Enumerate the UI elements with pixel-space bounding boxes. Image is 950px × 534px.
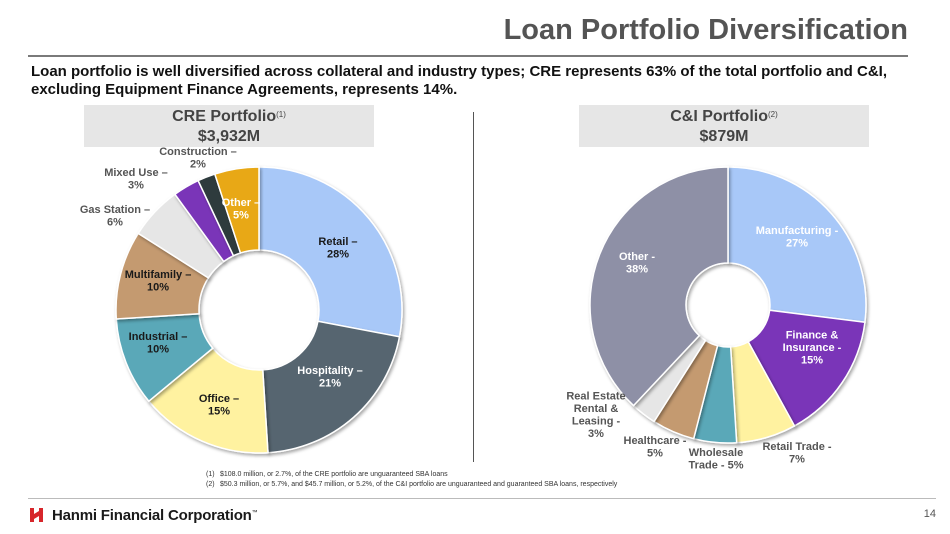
page-number: 14 [923, 508, 936, 520]
ci-panel-header: C&I Portfolio(2) $879M [579, 105, 869, 147]
ci-panel-amount: $879M [699, 128, 749, 145]
cre-panel-header: CRE Portfolio(1) $3,932M [84, 105, 374, 147]
cre-slice-other [213, 166, 260, 254]
footnote-1: (1) $108.0 million, or 2.7%, of the CRE p… [206, 471, 448, 478]
cre-panel-title: CRE Portfolio [172, 108, 277, 125]
hanmi-logo-icon [30, 508, 43, 522]
panel-divider [473, 112, 474, 462]
cre-label-office: Office –15% [199, 393, 239, 418]
footnote-2: (2) $50.3 million, or 5.7%, and $45.7 mil… [206, 481, 618, 488]
ci-slice-other [589, 166, 729, 407]
company-name: Hanmi Financial Corporation [52, 506, 252, 524]
ci-label-finance-insurance: Finance & Insurance -15% [783, 330, 842, 367]
cre-donut [115, 166, 403, 454]
title-rule [28, 55, 908, 57]
cre-label-gas-station: Gas Station –6% [80, 204, 150, 229]
ci-label-other: Other -38% [619, 251, 655, 276]
footnotes: (1) $108.0 million, or 2.7%, of the CRE p… [206, 470, 617, 490]
cre-panel-note: (1) [276, 110, 286, 119]
ci-label-manufacturing: Manufacturing -27% [756, 225, 839, 250]
cre-label-mixed-use: Mixed Use –3% [104, 167, 168, 192]
ci-donut [589, 166, 867, 444]
ci-label-real-estate-rental-leasing: Real Estate Rental & Leasing -3% [566, 390, 625, 440]
ci-label-retail-trade: Retail Trade -7% [762, 441, 831, 466]
ci-slice-finance-insurance [747, 309, 866, 427]
cre-label-other: Other –5% [222, 197, 261, 222]
ci-label-healthcare: Healthcare -5% [624, 435, 687, 460]
cre-panel-amount: $3,932M [197, 128, 261, 145]
cre-label-retail: Retail –28% [318, 236, 357, 261]
ci-label-wholesale-trade: Wholesale Trade - 5% [688, 447, 743, 472]
company-logo: Hanmi Financial Corporation™ [28, 505, 258, 525]
ci-slice-manufacturing [727, 166, 867, 324]
page-title: Loan Portfolio Diversification [503, 14, 908, 46]
cre-label-construction: Construction –2% [159, 146, 237, 171]
cre-slice-office [147, 347, 269, 454]
cre-label-hospitality: Hospitality –21% [297, 365, 362, 390]
cre-label-industrial: Industrial –10% [129, 331, 188, 356]
footer-rule [28, 498, 936, 499]
ci-panel-note: (2) [767, 110, 778, 119]
cre-slice-retail [258, 166, 403, 338]
cre-slice-hospitality [261, 320, 401, 454]
cre-label-multifamily: Multifamily –10% [125, 269, 192, 294]
trademark: ™ [251, 509, 258, 516]
page-subtitle: Loan portfolio is well diversified acros… [31, 63, 887, 98]
ci-panel-title: C&I Portfolio [670, 108, 768, 125]
